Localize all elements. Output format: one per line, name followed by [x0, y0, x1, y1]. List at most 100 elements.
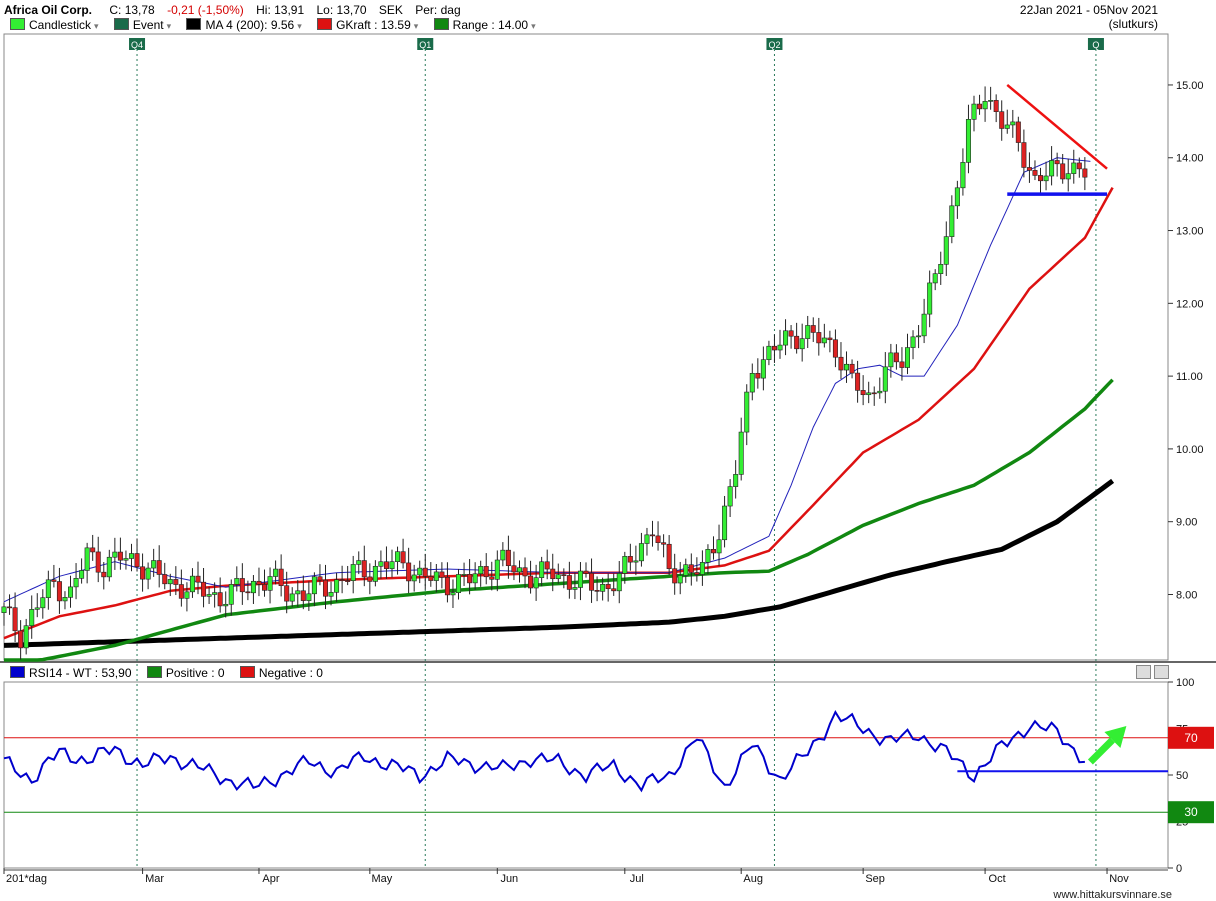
candle-body [1065, 173, 1071, 180]
x-tick-label: 201*dag [6, 873, 47, 885]
candle-body [1071, 162, 1077, 174]
candle-body [400, 551, 406, 564]
legend-range[interactable]: Range : 14.00 ▾ [433, 18, 536, 32]
candle-body [217, 592, 223, 607]
candle-body [533, 577, 539, 589]
candle-body [84, 547, 90, 571]
candle-body [101, 571, 107, 578]
legend-candlestick[interactable]: Candlestick ▾ [10, 18, 99, 32]
candle-body [572, 587, 578, 590]
candle-body [45, 579, 51, 599]
y-tick-label: 14.00 [1176, 153, 1204, 165]
x-tick-label: Oct [989, 873, 1006, 885]
candle-body [528, 575, 534, 589]
price-type: (slutkurs) [1108, 17, 1158, 31]
candle-body [616, 573, 622, 592]
series-line [4, 378, 1114, 662]
candle-body [267, 576, 273, 591]
chevron-down-icon[interactable]: ▾ [94, 21, 99, 31]
candle-body [56, 581, 62, 602]
candle-body [821, 337, 827, 344]
candle-body [178, 584, 184, 599]
candle-body [783, 330, 789, 346]
series-line [3, 478, 1115, 648]
legend-label: Candlestick [29, 18, 92, 32]
candle-body [539, 561, 545, 578]
candle-body [805, 325, 811, 339]
candle-body [777, 344, 783, 351]
event-label: Q2 [768, 40, 780, 50]
candle-body [461, 574, 467, 576]
candle-body [361, 560, 367, 578]
maximize-icon[interactable] [1154, 665, 1169, 679]
chevron-down-icon[interactable]: ▾ [413, 21, 419, 31]
candle-body [710, 549, 716, 554]
up-arrow-head-icon [1104, 725, 1127, 748]
currency: SEK [378, 3, 403, 17]
y-tick-label: 10.00 [1176, 444, 1204, 456]
legend-gkraft[interactable]: GKraft : 13.59 ▾ [317, 18, 418, 32]
candle-body [128, 553, 134, 559]
candle-body [544, 561, 550, 570]
candle-body [234, 578, 240, 585]
candle-body [699, 562, 705, 575]
candle-body [982, 101, 988, 110]
legend-swatch [10, 18, 25, 30]
candle-body [954, 187, 960, 207]
candle-body [334, 579, 340, 593]
candle-body [350, 564, 356, 581]
candle-body [262, 584, 268, 591]
candle-body [51, 579, 57, 582]
candle-body [444, 576, 450, 596]
legend-ma[interactable]: MA 4 (200): 9.56 ▾ [186, 18, 302, 32]
candle-body [677, 575, 683, 584]
candle-body [688, 564, 694, 573]
candle-body [882, 366, 888, 392]
candle-body [561, 574, 567, 576]
chevron-down-icon[interactable]: ▾ [166, 21, 172, 31]
candle-body [306, 593, 312, 601]
candle-body [988, 100, 994, 102]
rsi-level-badge [1168, 801, 1214, 824]
legend-swatch [239, 666, 255, 678]
candle-body [428, 576, 434, 581]
chevron-down-icon[interactable]: ▾ [297, 21, 302, 31]
candle-body [483, 566, 489, 578]
candle-body [90, 547, 96, 553]
candle-body [156, 560, 162, 575]
candle-body [1049, 160, 1055, 177]
legend-label: GKraft : 13.59 [336, 18, 411, 32]
legend-positive[interactable]: Positive : 0 [146, 666, 225, 680]
candle-body [860, 390, 866, 396]
candle-body [771, 345, 777, 351]
candle-body [494, 559, 500, 580]
candle-body [694, 572, 700, 575]
chevron-down-icon[interactable]: ▾ [531, 21, 536, 31]
legend-event[interactable]: Event ▾ [113, 18, 172, 32]
event-marker [129, 38, 146, 50]
legend-negative[interactable]: Negative : 0 [239, 666, 323, 680]
candle-body [938, 264, 944, 274]
candle-body [755, 372, 761, 379]
candle-body [201, 581, 207, 597]
event-label: Q [1092, 40, 1099, 50]
candle-body [921, 313, 927, 337]
x-tick-label: May [371, 873, 392, 885]
candle-body [866, 392, 872, 396]
candle-body [904, 347, 910, 368]
candle-body [439, 571, 445, 578]
candle-body [212, 592, 218, 595]
candle-body [960, 162, 966, 189]
candle-body [622, 556, 628, 574]
candle-body [577, 570, 583, 588]
event-label: Q1 [419, 40, 431, 50]
legend-swatch [186, 18, 202, 30]
candle-body [716, 539, 722, 554]
candle-body [106, 556, 112, 578]
candle-body [162, 574, 168, 585]
legend-rsi[interactable]: RSI14 - WT : 53,90 [10, 666, 132, 680]
zoom-icon[interactable] [1136, 665, 1151, 679]
legend-label: MA 4 (200): 9.56 [205, 18, 295, 32]
candle-body [855, 372, 861, 391]
candle-body [378, 561, 384, 567]
